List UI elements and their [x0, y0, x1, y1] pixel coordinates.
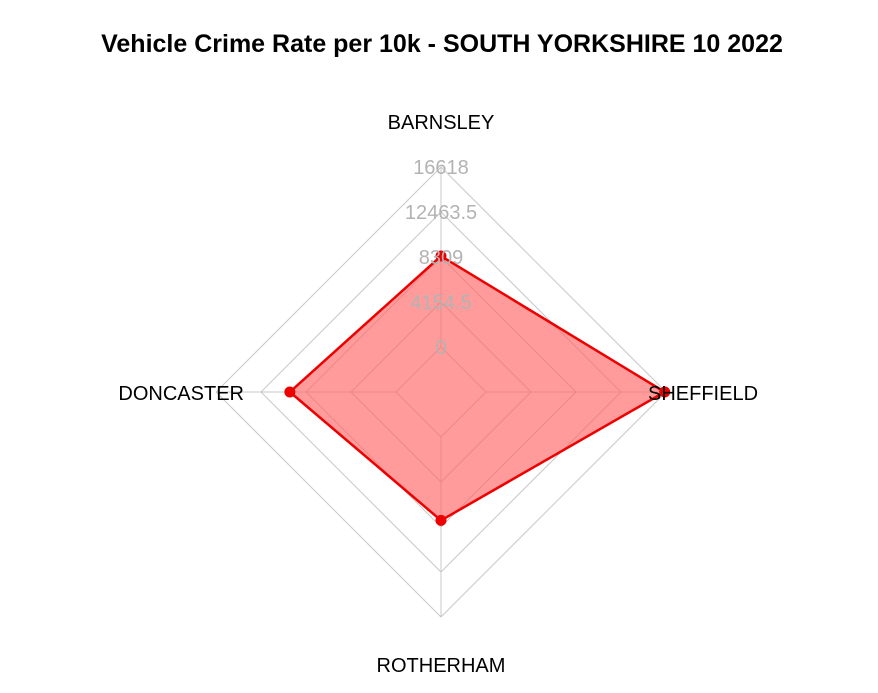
ring-label: 8309 — [419, 247, 464, 269]
data-point — [435, 514, 447, 526]
category-label: DONCASTER — [118, 383, 244, 405]
ring-label: 4154.5 — [410, 292, 471, 314]
category-label: BARNSLEY — [388, 112, 495, 134]
ring-label: 16618 — [413, 157, 469, 179]
category-label: ROTHERHAM — [377, 655, 506, 677]
series-area — [288, 254, 666, 522]
ring-labels: 0 4154.5 8309 12463.5 16618 — [405, 157, 477, 359]
ring-label: 12463.5 — [405, 202, 477, 224]
category-label: SHEFFIELD — [648, 383, 758, 405]
ring-label: 0 — [435, 337, 446, 359]
chart-title: Vehicle Crime Rate per 10k - SOUTH YORKS… — [101, 30, 783, 58]
radar-series — [284, 250, 671, 526]
category-labels: BARNSLEY SHEFFIELD ROTHERHAM DONCASTER — [118, 112, 758, 677]
data-point — [284, 386, 296, 398]
data-point — [659, 386, 671, 398]
data-point — [435, 250, 447, 262]
